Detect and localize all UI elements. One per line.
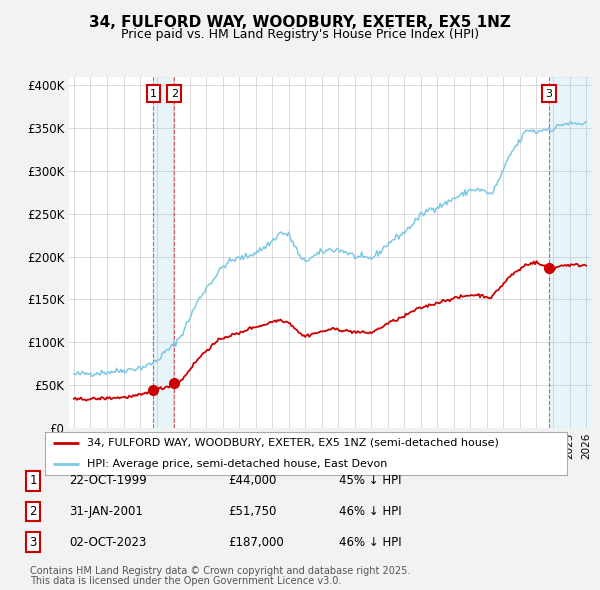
Text: This data is licensed under the Open Government Licence v3.0.: This data is licensed under the Open Gov… (30, 576, 341, 585)
Text: 3: 3 (545, 89, 553, 99)
Text: 1: 1 (150, 89, 157, 99)
Bar (154, 77, 175, 428)
Text: 3: 3 (29, 536, 37, 549)
Text: HPI: Average price, semi-detached house, East Devon: HPI: Average price, semi-detached house,… (87, 459, 387, 469)
Text: Price paid vs. HM Land Registry's House Price Index (HPI): Price paid vs. HM Land Registry's House … (121, 28, 479, 41)
Text: £44,000: £44,000 (228, 474, 277, 487)
Text: 46% ↓ HPI: 46% ↓ HPI (339, 536, 401, 549)
Text: 2: 2 (29, 505, 37, 518)
Text: 1: 1 (29, 474, 37, 487)
Text: 45% ↓ HPI: 45% ↓ HPI (339, 474, 401, 487)
Text: £187,000: £187,000 (228, 536, 284, 549)
Text: 46% ↓ HPI: 46% ↓ HPI (339, 505, 401, 518)
Text: £51,750: £51,750 (228, 505, 277, 518)
Text: Contains HM Land Registry data © Crown copyright and database right 2025.: Contains HM Land Registry data © Crown c… (30, 566, 410, 576)
Text: 2: 2 (171, 89, 178, 99)
Text: 22-OCT-1999: 22-OCT-1999 (69, 474, 147, 487)
Text: 02-OCT-2023: 02-OCT-2023 (69, 536, 146, 549)
Text: 31-JAN-2001: 31-JAN-2001 (69, 505, 143, 518)
Text: 34, FULFORD WAY, WOODBURY, EXETER, EX5 1NZ: 34, FULFORD WAY, WOODBURY, EXETER, EX5 1… (89, 15, 511, 30)
Text: 34, FULFORD WAY, WOODBURY, EXETER, EX5 1NZ (semi-detached house): 34, FULFORD WAY, WOODBURY, EXETER, EX5 1… (87, 438, 499, 448)
Bar (549, 77, 591, 428)
